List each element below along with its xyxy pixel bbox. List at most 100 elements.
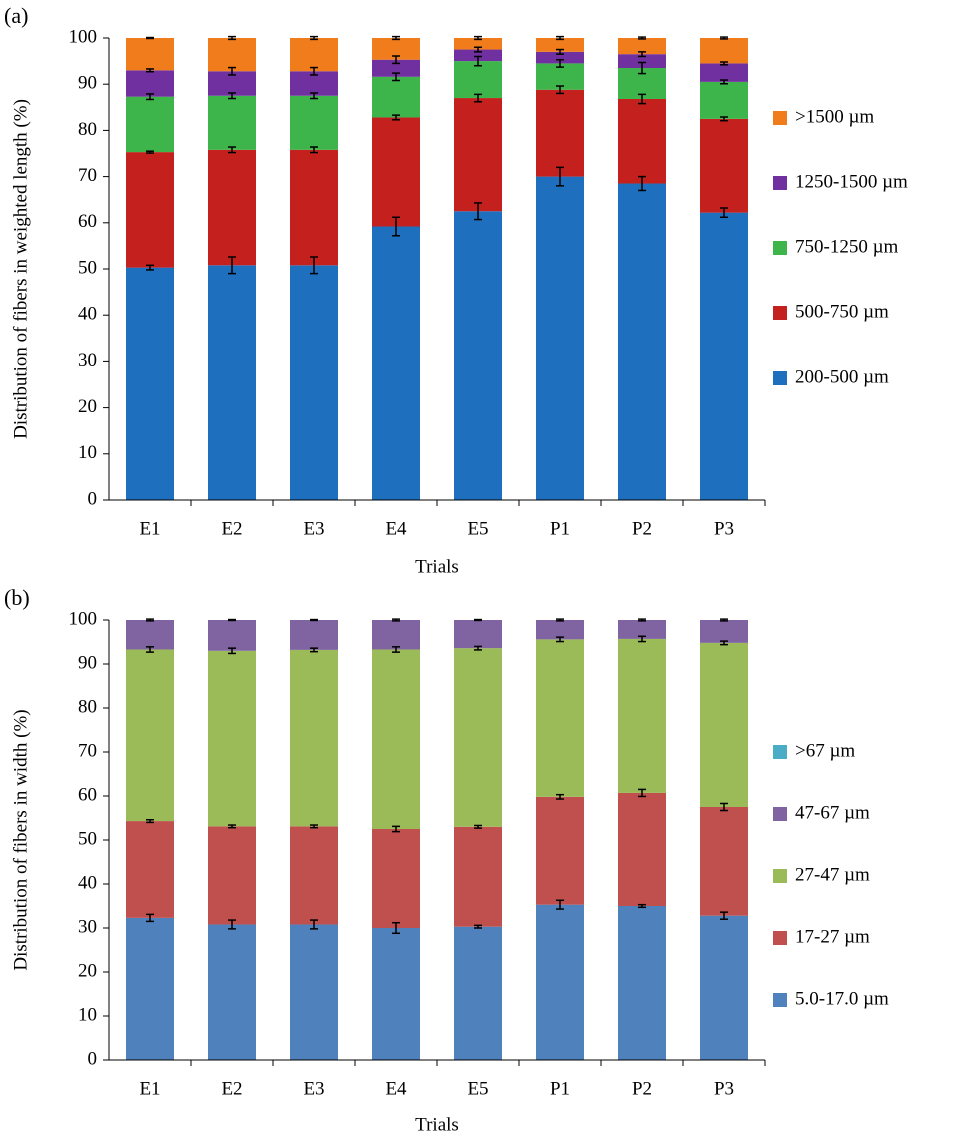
error-bar (146, 618, 154, 622)
error-bar (146, 819, 154, 824)
bar-segment (126, 70, 174, 97)
error-bar (720, 61, 728, 66)
error-bar (228, 824, 236, 829)
legend-label: 27-47 µm (795, 864, 870, 885)
x-axis-title: Trials (415, 1114, 459, 1135)
error-bar (638, 788, 646, 798)
error-bar (638, 175, 646, 192)
bar-segment (208, 924, 256, 1060)
y-tick-label: 20 (78, 396, 97, 417)
y-axis-title: Distribution of fibers in width (%) (10, 709, 31, 970)
y-tick-label: 10 (78, 1004, 97, 1025)
x-tick-label: P2 (632, 1078, 652, 1099)
bar-segment (372, 928, 420, 1060)
legend-swatch (773, 306, 787, 320)
bar-segment (536, 51, 584, 64)
bar-segment (126, 38, 174, 71)
bar-segment (700, 63, 748, 82)
legend-label: 1250-1500 µm (795, 171, 908, 192)
y-tick-label: 0 (88, 1048, 98, 1069)
y-tick-label: 40 (78, 304, 97, 325)
bar-segment (290, 649, 338, 827)
error-bar (392, 35, 400, 41)
x-tick-label: P3 (714, 1078, 734, 1099)
bar-segment (208, 620, 256, 651)
bar-segment (618, 98, 666, 184)
error-bar (556, 48, 564, 55)
x-tick-label: P2 (632, 518, 652, 539)
error-bar (228, 618, 236, 622)
error-bar (310, 66, 318, 76)
x-tick-label: P1 (550, 518, 570, 539)
y-tick-label: 100 (69, 26, 98, 47)
x-tick-label: E3 (303, 1078, 324, 1099)
bar-segment (290, 924, 338, 1060)
panel-label: (a) (4, 3, 28, 28)
error-bar (638, 903, 646, 909)
error-bar (146, 264, 154, 271)
bar-segment (372, 226, 420, 500)
bar-segment (454, 61, 502, 99)
bar-segment (208, 826, 256, 925)
error-bar (310, 618, 318, 622)
x-tick-label: E2 (221, 1078, 242, 1099)
bar-segment (290, 95, 338, 150)
bar-segment (290, 620, 338, 650)
error-bar (310, 824, 318, 829)
bar-segment (126, 649, 174, 822)
error-bar (720, 802, 728, 812)
error-bar (228, 256, 236, 275)
y-tick-label: 70 (78, 740, 97, 761)
error-bar (474, 55, 482, 67)
bar-segment (372, 620, 420, 650)
bar-segment (290, 826, 338, 925)
bar-segment (454, 826, 502, 927)
bar-segment (454, 620, 502, 649)
x-tick-label: E3 (303, 518, 324, 539)
error-bar (146, 646, 154, 653)
error-bar (392, 72, 400, 82)
y-tick-label: 20 (78, 960, 97, 981)
legend-swatch (773, 371, 787, 385)
error-bar (638, 618, 646, 622)
y-tick-label: 10 (78, 442, 97, 463)
error-bar (392, 114, 400, 121)
y-tick-label: 100 (69, 608, 98, 629)
y-tick-label: 30 (78, 916, 97, 937)
bar-segment (454, 98, 502, 212)
error-bar (310, 92, 318, 100)
bar-segment (208, 95, 256, 150)
bar-segment (126, 917, 174, 1060)
bar-segment (454, 926, 502, 1060)
x-tick-label: E5 (467, 518, 488, 539)
legend-label: 17-27 µm (795, 926, 870, 947)
legend-swatch (773, 241, 787, 255)
bar-segment (618, 38, 666, 55)
legend-swatch (773, 931, 787, 945)
error-bar (638, 61, 646, 75)
error-bar (392, 216, 400, 237)
error-bar (392, 618, 400, 622)
bar-segment (126, 267, 174, 500)
bar-segment (700, 38, 748, 64)
bar-segment (700, 915, 748, 1060)
legend-swatch (773, 807, 787, 821)
error-bar (146, 913, 154, 923)
x-tick-label: E4 (385, 1078, 407, 1099)
error-bar (474, 645, 482, 651)
error-bar (474, 202, 482, 221)
legend-label: >67 µm (795, 740, 855, 761)
y-tick-label: 90 (78, 652, 97, 673)
bar-segment (454, 211, 502, 500)
error-bar (720, 207, 728, 219)
error-bar (310, 35, 318, 41)
bar-segment (290, 265, 338, 500)
y-axis-title: Distribution of fibers in weighted lengt… (10, 99, 31, 439)
error-bar (146, 36, 154, 40)
bar-segment (700, 642, 748, 807)
error-bar (638, 51, 646, 58)
bar-segment (536, 796, 584, 905)
y-tick-label: 60 (78, 211, 97, 232)
bar-segment (372, 38, 420, 60)
